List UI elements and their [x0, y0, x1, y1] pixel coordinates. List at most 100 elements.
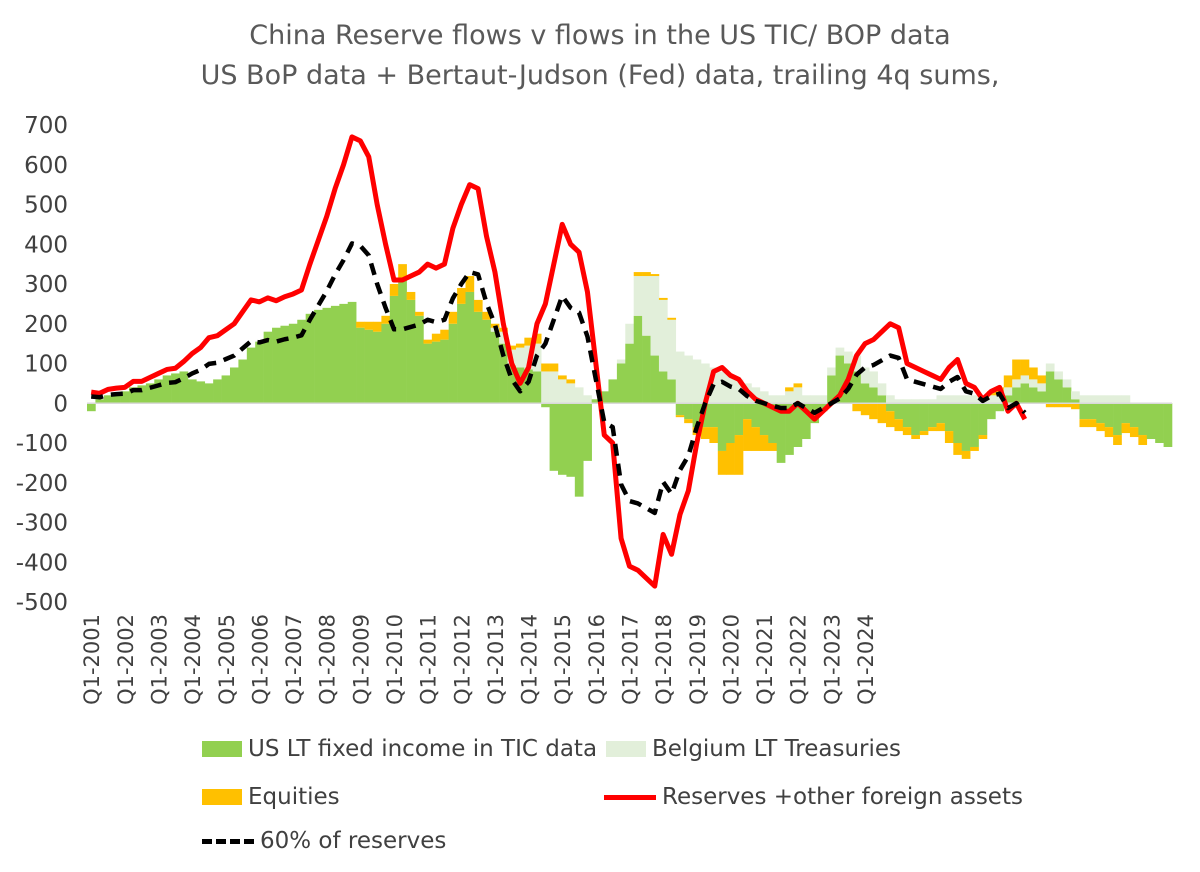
bar-us-lt [1096, 403, 1106, 424]
bar-us-lt [448, 323, 458, 404]
x-tick-label: Q1-2020 [719, 614, 743, 705]
bar-equities [482, 311, 492, 320]
bar-belgium [499, 331, 508, 344]
bar-equities [667, 317, 677, 320]
bar-us-lt [347, 301, 357, 404]
bar-us-lt [229, 367, 239, 404]
bar-us-lt [751, 403, 761, 428]
bar-us-lt [877, 395, 887, 404]
bar-us-lt [1012, 387, 1021, 404]
bar-equities [448, 311, 458, 324]
bar-belgium [1003, 387, 1013, 396]
bar-us-lt [330, 305, 340, 404]
bar-belgium [751, 387, 761, 404]
bar-us-lt [684, 403, 693, 420]
x-tick-label: Q1-2015 [551, 614, 575, 705]
chart-title: China Reserve flows v flows in the US TI… [249, 20, 951, 51]
bar-belgium [860, 367, 870, 384]
bar-equities [389, 284, 399, 296]
bar-belgium [1037, 383, 1047, 392]
legend-swatch-equities [202, 789, 242, 805]
bar-us-lt [650, 355, 660, 404]
bar-equities [633, 272, 643, 277]
bar-equities [911, 435, 920, 440]
y-tick-label: -400 [16, 550, 68, 576]
bar-us-lt [675, 403, 685, 416]
bar-belgium [835, 347, 845, 356]
series-line-reserves [90, 134, 1028, 589]
bar-equities [936, 423, 946, 432]
bar-us-lt [1003, 395, 1013, 404]
bar-us-lt [297, 319, 306, 404]
bar-equities [1045, 403, 1055, 408]
bar-us-lt [541, 403, 550, 408]
x-tick-label: Q1-2009 [349, 614, 373, 705]
chart-subtitle: US BoP data + Bertaut-Judson (Fed) data,… [200, 60, 1000, 91]
bar-us-lt [902, 403, 912, 428]
legend-label-belgium: Belgium LT Treasuries [652, 736, 902, 762]
bar-equities [650, 274, 660, 277]
bar-equities [381, 315, 391, 324]
bar-us-lt [852, 371, 862, 404]
legend-label-reserves: Reserves +other foreign assets [662, 784, 1023, 810]
bar-belgium [1121, 395, 1131, 404]
bar-us-lt [524, 369, 534, 404]
bar-us-lt [440, 339, 449, 404]
bar-belgium [827, 367, 836, 376]
bar-us-lt [482, 319, 492, 404]
bar-us-lt [1054, 379, 1063, 404]
bar-equities [793, 383, 803, 388]
bar-equities [970, 446, 979, 451]
bar-belgium [843, 351, 853, 364]
bar-equities [751, 427, 761, 451]
bar-equities [423, 339, 433, 344]
bar-equities [709, 427, 719, 443]
y-tick-label: -300 [16, 511, 68, 537]
bar-equities [1012, 359, 1021, 380]
bar-us-lt [692, 403, 702, 428]
bar-equities [558, 375, 567, 380]
y-tick-label: 500 [24, 193, 68, 219]
bar-us-lt [154, 379, 163, 404]
bar-equities [507, 345, 517, 350]
bar-us-lt [1071, 399, 1080, 404]
bar-belgium [759, 391, 769, 404]
bar-belgium [785, 391, 794, 404]
bar-equities [1129, 427, 1139, 438]
bar-us-lt [717, 403, 727, 451]
bar-belgium [558, 379, 567, 404]
bar-belgium [625, 323, 634, 344]
bar-us-lt [364, 329, 374, 404]
bar-us-lt [978, 403, 988, 436]
bar-equities [364, 321, 374, 330]
x-tick-label: Q1-2023 [820, 614, 844, 705]
bar-belgium [919, 399, 929, 404]
x-tick-label: Q1-2011 [417, 614, 441, 705]
bar-us-lt [970, 403, 979, 447]
bar-us-lt [87, 403, 96, 412]
bar-us-lt [936, 403, 946, 424]
bar-equities [978, 435, 988, 440]
legend-label-us-lt: US LT fixed income in TIC data [248, 736, 598, 762]
bar-us-lt [145, 383, 155, 404]
bar-us-lt [356, 327, 365, 404]
bar-us-lt [953, 403, 963, 443]
bar-us-lt [95, 399, 105, 404]
bar-belgium [886, 395, 895, 404]
bar-us-lt [398, 280, 407, 404]
x-tick-label: Q1-2004 [181, 614, 205, 705]
bar-belgium [700, 363, 710, 404]
legend-item-belgium: Belgium LT Treasuries [606, 736, 901, 762]
bar-us-lt [196, 381, 206, 404]
bar-belgium [852, 355, 862, 372]
bar-equities [549, 363, 559, 372]
bar-us-lt [137, 385, 147, 404]
bar-us-lt [1138, 403, 1148, 436]
bar-us-lt [415, 315, 424, 404]
bar-belgium [911, 399, 920, 404]
bar-belgium [936, 395, 946, 404]
bar-equities [406, 291, 416, 300]
bar-belgium [961, 395, 971, 404]
bar-us-lt [608, 379, 618, 404]
